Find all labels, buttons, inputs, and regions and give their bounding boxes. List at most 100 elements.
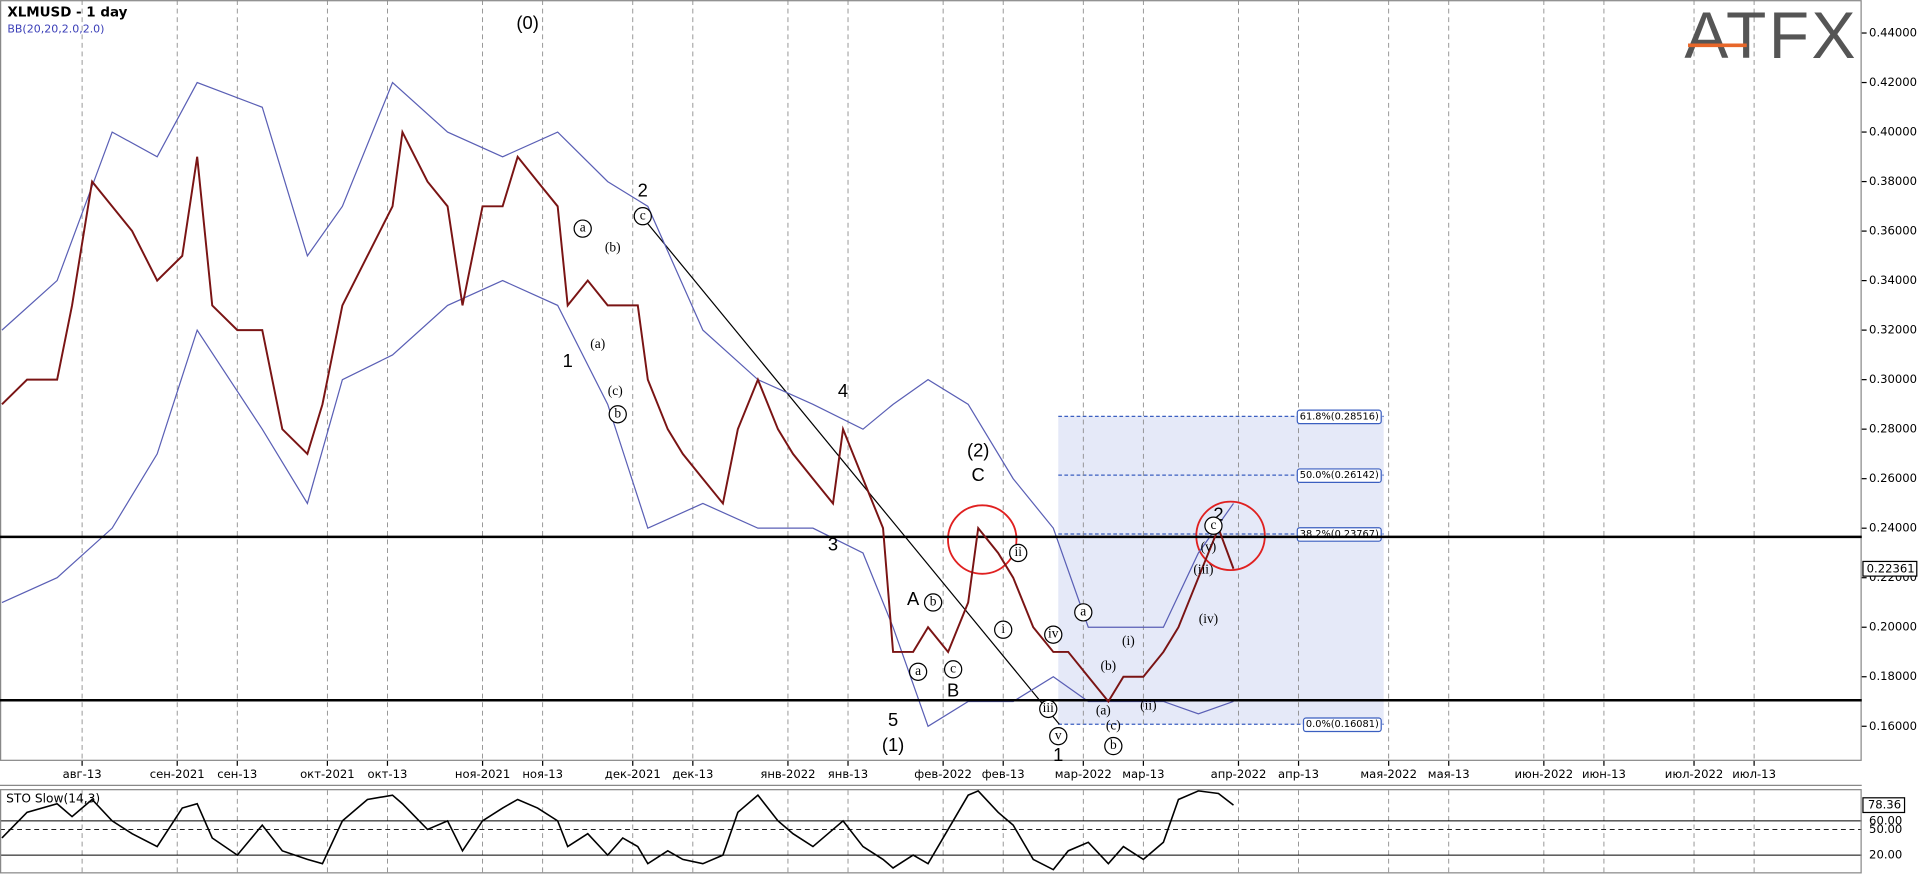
wave-label: (0) [516,12,538,33]
x-tick-label: дек-2021 [605,767,661,781]
x-tick-label: фев-13 [982,767,1025,781]
x-tick-label: окт-2021 [300,767,355,781]
wave-label: (v) [1201,539,1217,554]
y-tick-label: 0.38000 [1869,174,1917,188]
wave-label: (c) [1106,717,1121,732]
y-tick-label: 0.32000 [1869,323,1917,337]
wave-label: 2 [1213,504,1223,525]
wave-circle [573,219,592,238]
fib-label: 0.0%(0.16081) [1306,719,1379,730]
y-tick-label: 60.00 [1869,813,1902,827]
wave-circle [923,593,943,612]
wave-circle [1204,516,1223,535]
wave-label: c [640,207,646,222]
stoch-value: 78.36 [1868,798,1901,812]
fib-label-box [1302,717,1382,733]
wave-label: (a) [590,336,605,351]
wave-label: 3 [828,533,838,554]
bollinger-band [1,279,1234,728]
y-tick-label: 0.30000 [1869,372,1917,386]
wave-label: b [614,405,621,420]
wave-label: i [1001,621,1005,636]
y-tick-label: 0.34000 [1869,273,1917,287]
wave-circle [633,207,652,226]
stoch-value-box [1862,797,1906,814]
y-tick-label: 0.40000 [1869,125,1917,139]
y-tick-label: 20.00 [1869,848,1902,862]
fib-label-box [1296,409,1382,425]
wave-circle [1039,699,1058,719]
x-tick-label: мар-2022 [1055,767,1112,781]
x-tick-label: авг-13 [63,767,102,781]
wave-circle [1044,625,1063,644]
y-tick-label: 0.26000 [1869,471,1917,485]
wave-circle [608,405,627,424]
wave-circle [994,620,1013,639]
wave-label: 2 [638,179,648,200]
wave-label: (c) [608,383,623,398]
wave-circle [1049,726,1068,746]
x-tick-label: фев-2022 [914,767,972,781]
plot-border [0,0,1862,761]
y-tick-label: 0.28000 [1869,422,1917,436]
x-tick-label: мая-13 [1428,767,1470,781]
wave-label: 1 [563,350,573,371]
wave-label: a [1080,603,1086,618]
wave-label: ii [1014,544,1022,559]
wave-label: v [1055,727,1062,742]
wave-label: b [1110,737,1117,752]
x-tick-label: мая-2022 [1360,767,1417,781]
price-label: 0.22361 [1867,561,1915,575]
wave-label: b [930,594,937,609]
stoch-title: STO Slow(14,3) [6,791,100,805]
price-label-box [1862,560,1918,577]
y-tick-label: 0.20000 [1869,620,1917,634]
wave-label: iv [1048,626,1059,641]
y-tick-label: 0.42000 [1869,75,1917,89]
y-tick-label: 0.18000 [1869,669,1917,683]
wave-label: (b) [605,240,621,255]
y-tick-label: 0.24000 [1869,521,1917,535]
fib-box [1058,416,1384,725]
x-tick-label: сен-2021 [150,767,205,781]
x-tick-label: сен-13 [217,767,257,781]
x-tick-label: дек-13 [672,767,713,781]
wave-circle [1104,736,1123,756]
fib-label: 38.2%(0.23767) [1300,529,1379,540]
x-tick-label: янв-2022 [760,767,815,781]
wave-label: 1 [1053,744,1063,765]
wave-label: (ii) [1140,698,1156,713]
logo: ATFX [1684,0,1858,72]
indicator-label: BB(20,20,2.0,2.0) [7,22,104,35]
x-tick-label: апр-2022 [1211,767,1267,781]
wave-label: (b) [1100,658,1116,673]
wave-circle [1074,603,1093,622]
y-tick-label: 0.44000 [1869,26,1917,40]
highlight-circle [947,504,1018,575]
wave-label: 5 [888,709,898,730]
x-tick-label: июл-2022 [1665,767,1723,781]
wave-circle [943,660,963,679]
x-tick-label: июн-2022 [1515,767,1574,781]
wave-circle [1009,543,1028,563]
wave-label: (iv) [1199,611,1218,626]
x-tick-label: янв-13 [828,767,868,781]
wave-label: a [580,220,586,235]
wave-label: c [1210,517,1216,532]
y-tick-label: 0.36000 [1869,224,1917,238]
x-tick-label: апр-13 [1278,767,1319,781]
wave-label: 4 [838,380,848,401]
wave-label: A [907,588,920,609]
y-tick-label: 50.00 [1869,822,1902,836]
wave-label: (i) [1122,633,1135,648]
bollinger-band [1,81,1234,628]
x-tick-label: июл-13 [1732,767,1776,781]
wave-label: (2) [967,439,989,460]
series-line [1,789,1234,871]
wave-label: iii [1043,700,1054,715]
fib-label: 50.0%(0.26142) [1300,470,1379,481]
wave-label: c [950,660,956,675]
x-tick-label: ноя-2021 [455,767,510,781]
